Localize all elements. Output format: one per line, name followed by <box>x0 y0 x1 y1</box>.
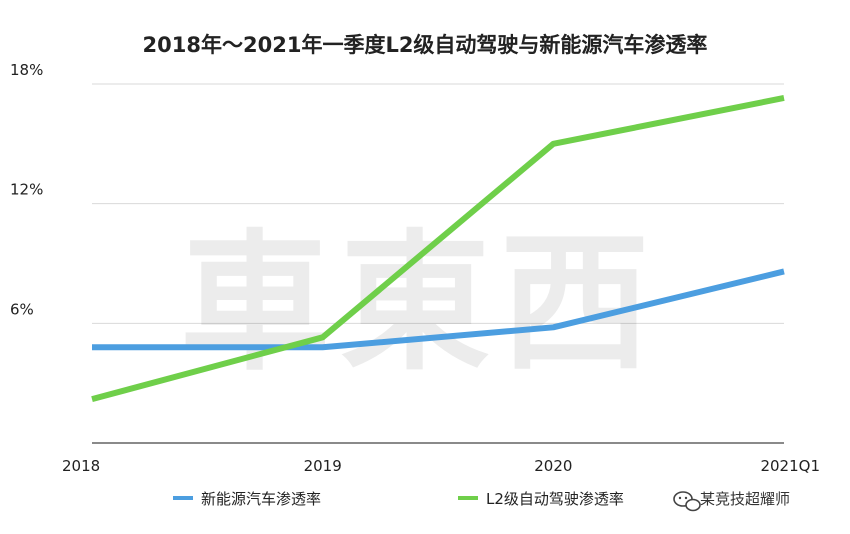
credit: 某竞技超耀师 <box>673 490 790 512</box>
wechat-icon <box>673 491 701 512</box>
y-tick-label: 6% <box>10 300 34 318</box>
y-tick-label: 18% <box>10 61 43 79</box>
watermark-text: 車東西 <box>180 217 660 391</box>
series-line-0 <box>92 268 785 351</box>
chart-title: 2018年～2021年一季度L2级自动驾驶与新能源汽车渗透率 <box>143 33 708 57</box>
y-axis-ticks: 6% 12% 18% <box>10 61 43 318</box>
x-tick-label: 2021Q1 <box>760 457 820 475</box>
legend-label: 新能源汽车渗透率 <box>201 490 321 508</box>
series-line-1 <box>91 95 785 403</box>
x-tick-label: 2019 <box>304 457 342 475</box>
x-axis-ticks: 2018 2019 2020 2021Q1 <box>62 457 820 475</box>
credit-text: 某竞技超耀师 <box>700 490 790 508</box>
y-tick-label: 12% <box>10 181 43 199</box>
series-lines <box>91 95 785 403</box>
x-tick-label: 2020 <box>534 457 572 475</box>
watermark: 車東西 <box>180 217 660 391</box>
x-tick-label: 2018 <box>62 457 100 475</box>
legend: 新能源汽车渗透率 L2级自动驾驶渗透率 <box>173 490 624 508</box>
legend-label: L2级自动驾驶渗透率 <box>486 490 624 508</box>
grid-lines <box>92 83 784 324</box>
